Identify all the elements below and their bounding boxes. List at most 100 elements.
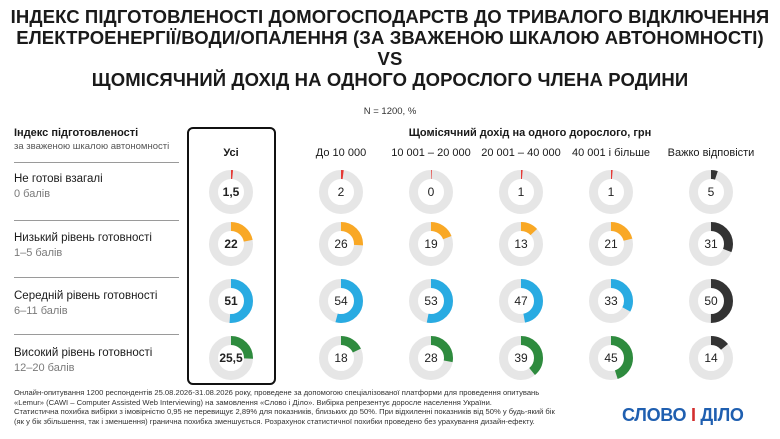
donut-chart: [689, 279, 733, 323]
donut-chart: [499, 222, 543, 266]
donut-value-label: 2: [337, 185, 345, 199]
donut-value-label: 21: [604, 237, 618, 251]
donut-chart: [209, 170, 253, 214]
row-separator: [14, 162, 179, 163]
column-header: 40 001 і більше: [571, 147, 651, 159]
footnote-line: (як у бік збільшення, так і зменшення) г…: [14, 416, 535, 426]
row-label-range: 1–5 балів: [14, 247, 63, 259]
donut-value-label: 26: [334, 237, 348, 251]
donut-value-label: 13: [514, 237, 528, 251]
donut-value-arc: [499, 279, 543, 323]
brand-logo: СЛОВО І ДІЛО: [622, 405, 744, 426]
donut-chart: [319, 279, 363, 323]
donut-chart: [209, 279, 253, 323]
donut-chart: [409, 279, 453, 323]
donut-value-arc: [409, 336, 453, 380]
donut-chart: [499, 170, 543, 214]
donut-value-arc: [409, 279, 453, 323]
donut-value-label: 31: [704, 237, 718, 251]
donut-value-arc: [409, 222, 453, 266]
donut-value-label: 47: [514, 294, 528, 308]
donut-chart: [589, 170, 633, 214]
donut-chart: [689, 170, 733, 214]
title-line: ЕЛЕКТРОЕНЕРГІЇ/ВОДИ/ОПАЛЕННЯ (ЗА ЗВАЖЕНО…: [16, 27, 764, 48]
donut-chart: [589, 222, 633, 266]
column-header: Усі: [223, 147, 239, 159]
title-line: VS: [377, 48, 403, 69]
logo-word-right: ДІЛО: [700, 405, 744, 425]
row-label-title: Низький рівень готовності: [14, 232, 152, 244]
donut-value-arc: [689, 336, 733, 380]
donut-chart: [589, 279, 633, 323]
donut-value-arc: [209, 336, 253, 380]
donut-value-arc: [499, 336, 543, 380]
column-header: 20 001 – 40 000: [481, 147, 561, 159]
donut-value-arc: [499, 222, 543, 266]
donut-value-label: 1: [607, 185, 615, 199]
row-label-title: Високий рівень готовності: [14, 347, 153, 359]
donut-value-label: 39: [514, 351, 528, 365]
chart-title: ІНДЕКС ПІДГОТОВЛЕНОСТІ ДОМОГОСПОДАРСТВ Д…: [0, 6, 780, 90]
donut-chart: [499, 279, 543, 323]
donut-value-label: 1,5: [222, 185, 240, 199]
donut-value-arc: [319, 170, 363, 214]
title-line: ЩОМІСЯЧНИЙ ДОХІД НА ОДНОГО ДОРОСЛОГО ЧЛЕ…: [91, 69, 689, 90]
row-label: Високий рівень готовності 12–20 балів: [14, 347, 184, 374]
row-separator: [14, 220, 179, 221]
row-separator: [14, 334, 179, 335]
donut-value-arc: [689, 222, 733, 266]
donut-value-label: 22: [224, 237, 238, 251]
donut-value-arc: [589, 336, 633, 380]
total-column-frame: [187, 127, 276, 385]
donut-chart: [409, 336, 453, 380]
donut-value-arc: [589, 170, 633, 214]
donut-value-arc: [319, 336, 363, 380]
donut-value-arc: [209, 222, 253, 266]
sample-size: N = 1200, %: [363, 106, 417, 117]
row-label: Низький рівень готовності 1–5 балів: [14, 232, 184, 259]
row-label-title: Не готові взагалі: [14, 173, 103, 185]
donut-value-label: 18: [334, 351, 348, 365]
donut-value-arc: [499, 170, 543, 214]
donut-value-label: 5: [707, 185, 715, 199]
title-line: ІНДЕКС ПІДГОТОВЛЕНОСТІ ДОМОГОСПОДАРСТВ Д…: [10, 6, 770, 27]
donut-value-arc: [589, 279, 633, 323]
donut-chart: [499, 336, 543, 380]
donut-value-label: 45: [604, 351, 618, 365]
donut-value-label: 53: [424, 294, 438, 308]
donut-chart: [319, 170, 363, 214]
row-label: Не готові взагалі 0 балів: [14, 173, 184, 200]
donut-value-arc: [689, 170, 733, 214]
donut-value-label: 54: [334, 294, 348, 308]
logo-word-left: СЛОВО: [622, 405, 687, 425]
donut-value-label: 28: [424, 351, 438, 365]
row-label: Середній рівень готовності 6–11 балів: [14, 290, 184, 317]
donut-value-arc: [319, 279, 363, 323]
logo-separator: І: [690, 405, 696, 425]
donut-value-label: 51: [224, 294, 238, 308]
row-header-subtitle: за зваженою шкалою автономності: [14, 141, 170, 152]
donut-value-arc: [589, 222, 633, 266]
donut-chart: [589, 336, 633, 380]
donut-value-label: 1: [517, 185, 525, 199]
footnote: Онлайн-опитування 1200 респондентів 25.0…: [14, 388, 574, 426]
donut-value-arc: [209, 170, 253, 214]
donut-value-label: 25,5: [219, 351, 243, 365]
row-label-range: 12–20 балів: [14, 362, 75, 374]
donut-value-arc: [409, 170, 453, 214]
donut-chart: [689, 336, 733, 380]
donut-value-arc: [689, 279, 733, 323]
donut-chart: [409, 170, 453, 214]
donut-chart: [319, 222, 363, 266]
donut-value-arc: [319, 222, 363, 266]
footnote-line: Онлайн-опитування 1200 респондентів 25.0…: [14, 388, 540, 397]
column-header: До 10 000: [315, 147, 367, 159]
donut-value-label: 33: [604, 294, 618, 308]
donut-value-label: 19: [424, 237, 438, 251]
row-separator: [14, 277, 179, 278]
row-label-range: 6–11 балів: [14, 305, 68, 317]
row-label-title: Середній рівень готовності: [14, 290, 158, 302]
donut-value-label: 50: [704, 294, 718, 308]
footnote-line: «Lemur» (CAWI – Computer Assisted Web In…: [14, 397, 492, 407]
donut-value-arc: [209, 279, 253, 323]
